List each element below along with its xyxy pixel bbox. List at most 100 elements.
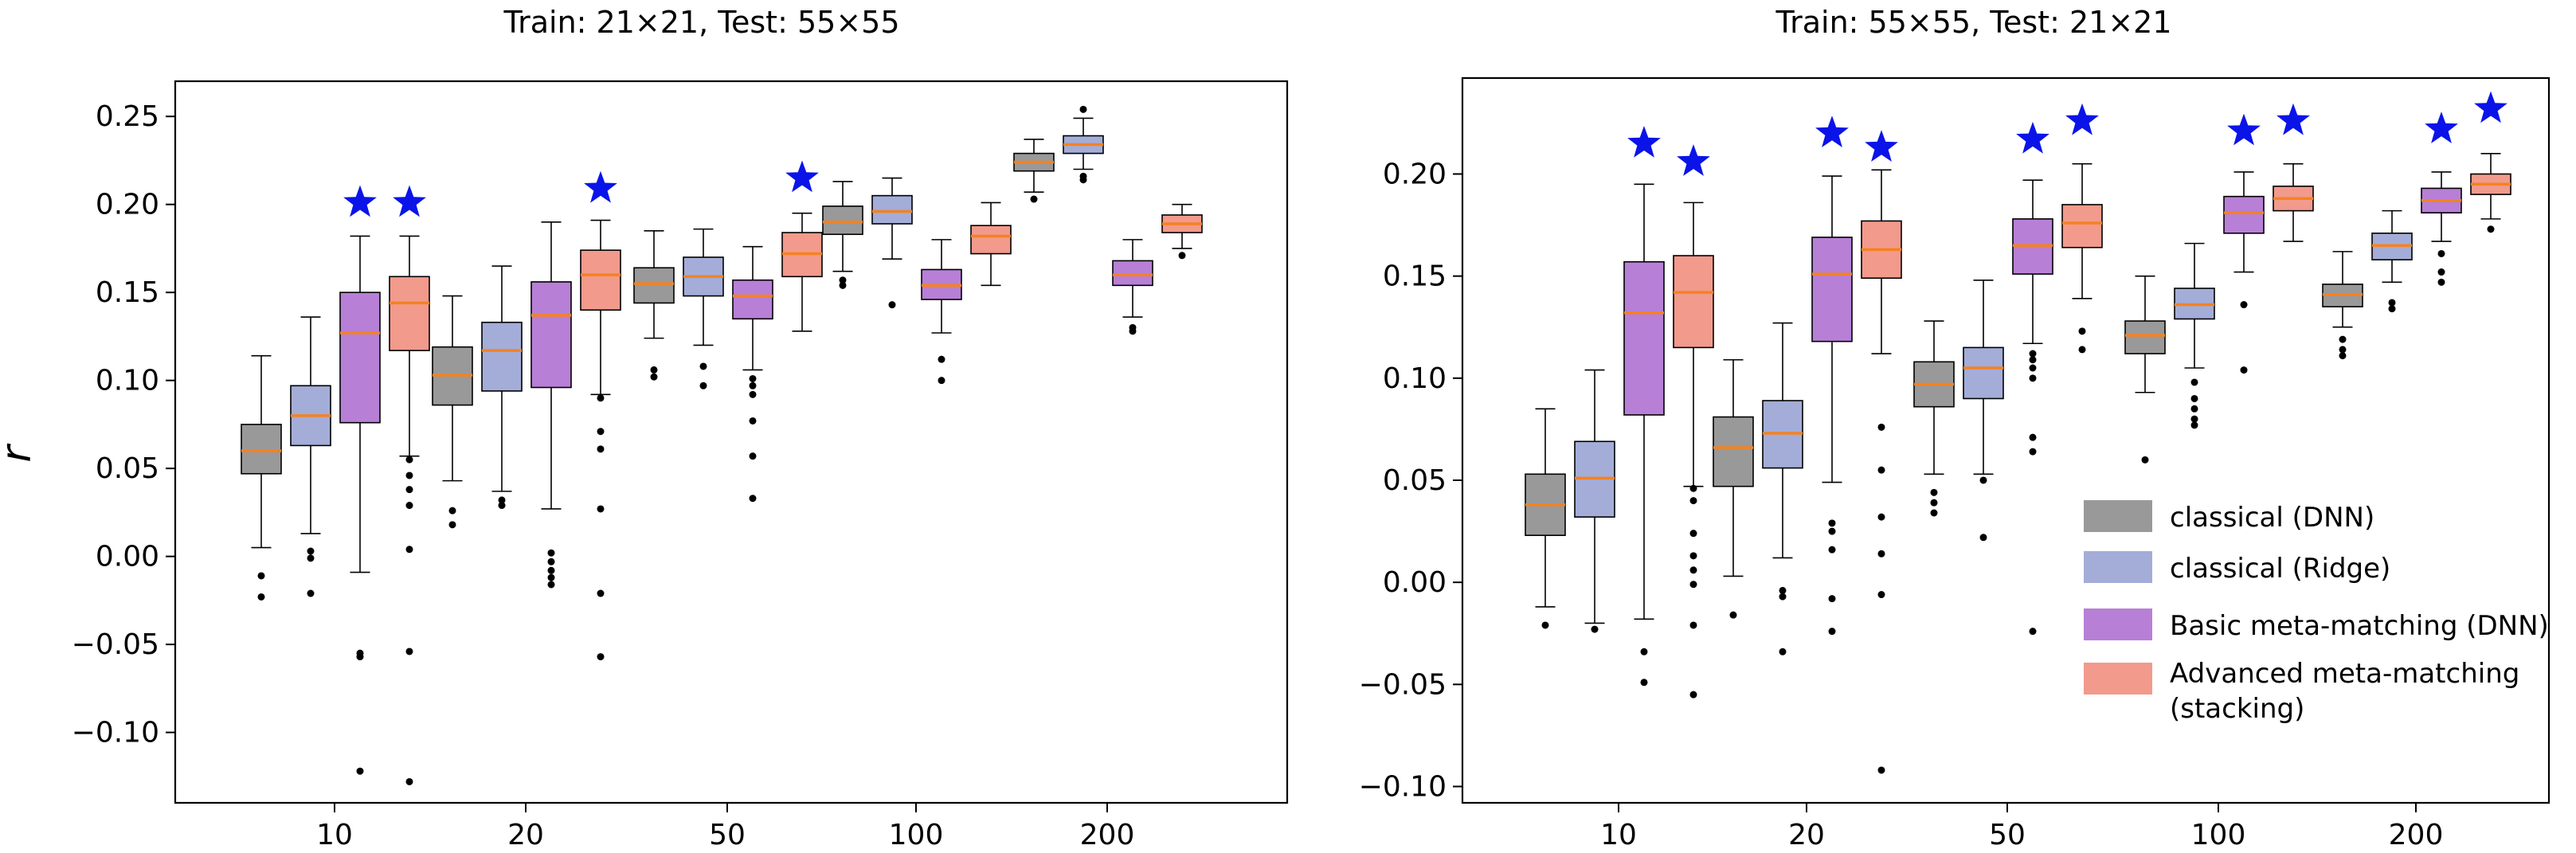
box-body — [530, 281, 572, 389]
box-body — [2061, 204, 2103, 248]
legend-swatch — [2084, 663, 2152, 695]
left-y-tick-label: 0.05 — [96, 452, 159, 485]
outlier-point — [405, 471, 413, 479]
left-plot-area: −0.10 −0.05 0.00 0.05 0.10 0.15 0.20 0.25 10 20 50… — [72, 80, 1289, 851]
right-box-advanced-mm-50 — [2061, 162, 2103, 354]
right-box-basic-mm-50 — [2012, 179, 2053, 636]
box-body — [1623, 260, 1665, 416]
left-x-tick-label: 50 — [709, 819, 746, 851]
right-box-basic-mm-20 — [1811, 175, 1853, 636]
outlier-point — [2487, 225, 2495, 233]
right-box-classical-dnn-20 — [1713, 358, 1754, 619]
outlier-point — [1779, 586, 1787, 594]
outlier-point — [597, 428, 605, 436]
outlier-point — [699, 362, 707, 370]
left-box-classical-dnn-100 — [822, 181, 863, 289]
outlier-point — [547, 581, 555, 589]
outlier-point — [1689, 691, 1697, 698]
left-box-classical-dnn-10 — [241, 354, 282, 601]
box-body — [2223, 195, 2265, 234]
outlier-point — [1591, 625, 1599, 633]
right-box-basic-mm-100 — [2223, 171, 2265, 374]
outlier-point — [2437, 249, 2445, 257]
outlier-point — [1779, 593, 1787, 601]
right-box-classical-ridge-100 — [2174, 242, 2215, 429]
right-box-classical-ridge-50 — [1963, 279, 2004, 542]
outlier-point — [307, 554, 315, 562]
right-significance-star-icon — [2277, 103, 2310, 135]
box-body — [1112, 260, 1153, 287]
left-y-tick-label: 0.25 — [96, 100, 159, 133]
outlier-point — [2190, 394, 2198, 402]
left-box-classical-ridge-50 — [683, 228, 724, 389]
right-significance-star-icon — [2227, 113, 2261, 146]
legend-label: classical (Ridge) — [2170, 553, 2390, 585]
right-axes-frame — [1461, 76, 2551, 804]
outlier-point — [1828, 527, 1836, 535]
outlier-point — [749, 495, 757, 503]
outlier-point — [1979, 476, 1987, 484]
outlier-point — [547, 549, 555, 557]
outlier-point — [547, 558, 555, 565]
left-x-tick-label: 10 — [316, 819, 353, 851]
left-significance-star-icon — [393, 185, 426, 217]
outlier-point — [2388, 305, 2396, 313]
outlier-point — [547, 566, 555, 574]
right-box-advanced-mm-10 — [1673, 202, 1714, 698]
legend-label: Basic meta-matching (DNN) — [2170, 610, 2549, 642]
outlier-point — [405, 486, 413, 494]
left-box-basic-mm-20 — [530, 221, 572, 589]
outlier-point — [2029, 448, 2037, 456]
outlier-point — [1979, 534, 1987, 542]
outlier-point — [749, 452, 757, 460]
legend-item: Advanced meta-matching(stacking) — [2084, 658, 2519, 725]
outlier-point — [498, 502, 506, 510]
outlier-point — [257, 593, 265, 601]
outlier-point — [1689, 484, 1697, 492]
outlier-point — [1030, 195, 1038, 203]
left-y-tick-label: −0.10 — [72, 717, 159, 749]
left-box-advanced-mm-200 — [1161, 203, 1203, 260]
left-box-advanced-mm-20 — [580, 219, 621, 661]
box-body — [339, 292, 381, 424]
outlier-point — [405, 502, 413, 510]
outlier-point — [2190, 405, 2198, 413]
outlier-point — [2141, 456, 2149, 464]
outlier-point — [405, 648, 413, 655]
outlier-point — [1079, 105, 1087, 113]
outlier-point — [547, 573, 555, 581]
outlier-point — [1930, 499, 1938, 507]
left-x-tick-label: 200 — [1080, 819, 1135, 851]
outlier-point — [448, 521, 456, 529]
right-box-classical-ridge-10 — [1574, 369, 1615, 633]
left-significance-star-icon — [343, 185, 377, 217]
outlier-point — [2190, 415, 2198, 423]
right-box-classical-dnn-50 — [1913, 320, 1955, 517]
right-box-advanced-mm-200 — [2470, 153, 2511, 233]
outlier-point — [1729, 611, 1737, 619]
outlier-point — [1689, 552, 1697, 560]
outlier-point — [2190, 421, 2198, 429]
left-panel: Train: 21×21, Test: 55×55 r −0.10 −0.05 0.… — [0, 5, 1289, 851]
legend-item: classical (DNN) — [2084, 500, 2374, 534]
left-box-advanced-mm-50 — [781, 212, 823, 332]
outlier-point — [2339, 352, 2347, 360]
outlier-point — [650, 373, 658, 381]
right-y-tick-label: 0.10 — [1383, 362, 1447, 395]
right-significance-star-icon — [1815, 115, 1849, 147]
right-panel: Train: 55×55, Test: 21×21 −0.10 −0.05 0.00… — [1359, 5, 2551, 851]
outlier-point — [448, 507, 456, 515]
outlier-point — [1689, 581, 1697, 589]
outlier-point — [749, 390, 757, 398]
left-panel-y-axis-label: r — [0, 443, 41, 463]
box-body — [580, 249, 621, 311]
left-box-advanced-mm-10 — [389, 235, 430, 785]
outlier-point — [1877, 550, 1885, 558]
box-body — [1713, 416, 1754, 487]
box-body — [389, 276, 430, 351]
right-box-classical-dnn-200 — [2322, 251, 2363, 360]
right-y-tick-label: 0.20 — [1383, 158, 1447, 190]
box-body — [1963, 346, 2004, 400]
left-box-advanced-mm-100 — [970, 202, 1012, 287]
